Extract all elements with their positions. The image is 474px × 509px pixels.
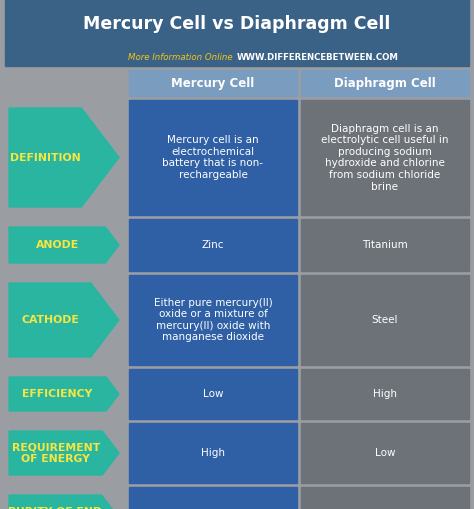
Text: More Information Online: More Information Online (128, 52, 235, 62)
Bar (129, 100, 297, 215)
Bar (301, 487, 469, 509)
Bar (129, 70, 297, 96)
Bar (301, 70, 469, 96)
Bar (5, 100, 469, 215)
Text: Zinc: Zinc (202, 240, 224, 250)
Text: WWW.DIFFERENCEBETWEEN.COM: WWW.DIFFERENCEBETWEEN.COM (237, 52, 399, 62)
Bar (5, 369, 469, 419)
Bar (5, 487, 469, 509)
Bar (129, 219, 297, 271)
Polygon shape (9, 283, 119, 357)
Bar (5, 70, 125, 96)
Text: REQUIREMENT
OF ENERGY: REQUIREMENT OF ENERGY (11, 442, 100, 464)
Text: ANODE: ANODE (36, 240, 79, 250)
Bar (5, 423, 469, 483)
Bar (301, 219, 469, 271)
Bar (5, 275, 469, 365)
Text: Low: Low (203, 389, 223, 399)
Text: Either pure mercury(II)
oxide or a mixture of
mercury(II) oxide with
manganese d: Either pure mercury(II) oxide or a mixtu… (154, 298, 273, 343)
Text: Mercury Cell: Mercury Cell (172, 76, 255, 90)
Polygon shape (9, 108, 119, 207)
Text: EFFICIENCY: EFFICIENCY (22, 389, 93, 399)
Bar (301, 423, 469, 483)
Bar (5, 219, 469, 271)
Text: DEFINITION: DEFINITION (10, 153, 81, 162)
Bar (129, 275, 297, 365)
Text: CATHODE: CATHODE (21, 315, 79, 325)
Bar (129, 487, 297, 509)
Text: High: High (201, 448, 225, 458)
Polygon shape (9, 495, 119, 509)
Bar (129, 369, 297, 419)
Bar (5, 48, 469, 66)
Text: Mercury cell is an
electrochemical
battery that is non-
rechargeable: Mercury cell is an electrochemical batte… (163, 135, 264, 180)
Bar (129, 423, 297, 483)
Text: Diaphragm cell is an
electrolytic cell useful in
producing sodium
hydroxide and : Diaphragm cell is an electrolytic cell u… (321, 124, 449, 191)
Text: High: High (373, 389, 397, 399)
Text: Mercury Cell vs Diaphragm Cell: Mercury Cell vs Diaphragm Cell (83, 15, 391, 33)
Text: Steel: Steel (372, 315, 398, 325)
Text: Low: Low (375, 448, 395, 458)
Bar (301, 100, 469, 215)
Polygon shape (9, 377, 119, 411)
Polygon shape (9, 227, 119, 263)
Bar (301, 369, 469, 419)
Bar (301, 275, 469, 365)
Text: Titanium: Titanium (362, 240, 408, 250)
Polygon shape (9, 431, 119, 475)
Bar (5, 0, 469, 48)
Text: Diaphragm Cell: Diaphragm Cell (334, 76, 436, 90)
Text: PURITY OF END
PRODUCTS: PURITY OF END PRODUCTS (8, 507, 102, 509)
